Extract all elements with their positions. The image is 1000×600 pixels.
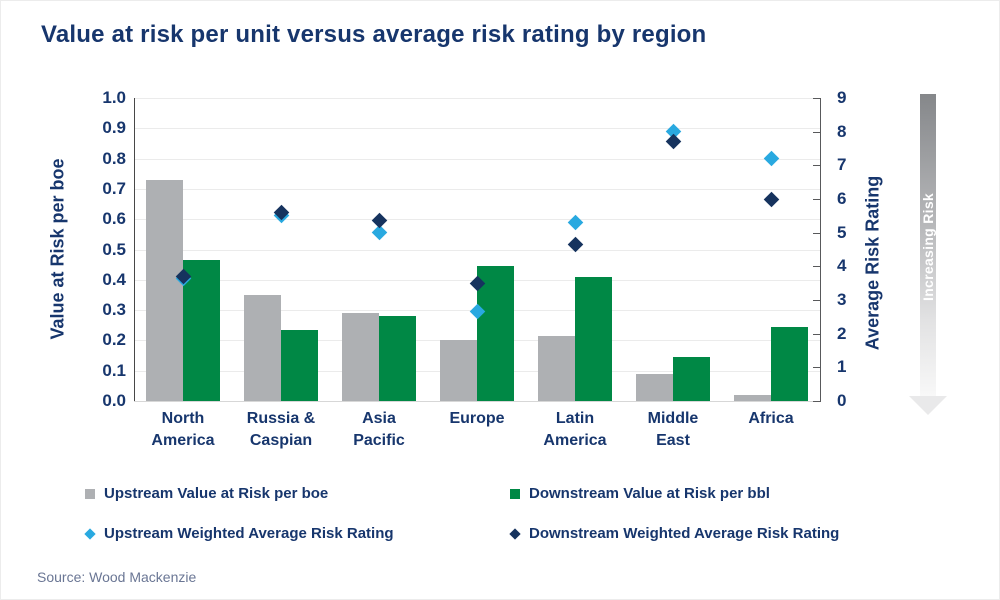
legend-diamond-icon [509, 527, 521, 540]
right-tick-9: 9 [837, 88, 847, 107]
left-tick-0.1: 0.1 [102, 360, 126, 380]
category-label-line: Europe [449, 410, 505, 427]
upstream-bar-0 [146, 179, 183, 401]
downstream-bar-1 [281, 329, 318, 401]
right-axis-title: Average Risk Rating [862, 175, 883, 351]
downstream-bar-4 [575, 276, 612, 401]
left-tick-0.2: 0.2 [102, 330, 126, 350]
right-tickmark-1 [813, 367, 820, 369]
increasing-risk-arrow-label: Increasing Risk [920, 193, 936, 301]
upstream-bar-4 [538, 335, 575, 401]
downstream-rating-marker-5 [665, 133, 681, 150]
right-tickmark-2 [813, 333, 820, 335]
right-tickmark-5 [813, 232, 820, 234]
category-label-line: America [151, 432, 215, 449]
right-tickmark-4 [813, 266, 820, 268]
upstream-bar-5 [636, 373, 673, 401]
left-tick-0.5: 0.5 [102, 239, 126, 259]
legend-square-icon [85, 488, 95, 499]
upstream-bar-2 [342, 313, 379, 401]
downstream-rating-marker-6 [763, 191, 779, 207]
category-label-0: North America [128, 408, 238, 452]
gridline-1.0 [134, 98, 820, 99]
right-tick-6: 6 [837, 189, 847, 208]
upstream-bar-6 [734, 394, 771, 401]
right-tick-5: 5 [837, 222, 847, 242]
right-tickmark-3 [813, 300, 820, 301]
category-label-line: East [656, 432, 690, 449]
plot-area [134, 98, 820, 401]
right-tick-7: 7 [837, 155, 847, 175]
downstream-rating-marker-2 [371, 213, 387, 229]
downstream-bar-5 [673, 357, 710, 401]
legend-item-0: Upstream Value at Risk per boe [85, 485, 328, 502]
upstream-rating-marker-6 [763, 150, 779, 167]
legend-item-1: Downstream Value at Risk per bbl [510, 485, 770, 502]
legend-label-0: Upstream Value at Risk per boe [104, 485, 329, 502]
bottom-axis-line [134, 401, 820, 402]
right-tickmark-8 [813, 131, 820, 133]
legend-diamond-icon [84, 527, 96, 540]
right-tick-3: 3 [837, 290, 847, 309]
left-tick-0.7: 0.7 [102, 178, 126, 198]
legend-label-1: Downstream Value at Risk per bbl [529, 485, 770, 502]
category-label-6: Africa [716, 408, 826, 430]
category-label-2: Asia Pacific [324, 408, 434, 452]
category-label-line: Russia & [246, 410, 316, 427]
downstream-bar-2 [379, 316, 416, 401]
upstream-bar-3 [440, 340, 477, 401]
chart-title: Value at risk per unit versus average ri… [41, 21, 707, 48]
right-tickmark-6 [813, 199, 820, 200]
category-label-line: Latin [555, 410, 595, 427]
category-label-line: America [543, 432, 607, 449]
category-label-line: Asia [362, 410, 396, 427]
right-tickmark-9 [813, 98, 820, 99]
increasing-risk-arrow-head [909, 396, 947, 415]
category-label-line: Pacific [353, 432, 405, 449]
category-label-line: Caspian [249, 432, 313, 449]
category-label-line: North [161, 410, 205, 427]
left-tick-0.6: 0.6 [102, 209, 126, 229]
downstream-bar-6 [771, 326, 808, 401]
right-tick-2: 2 [837, 323, 847, 343]
gridline-0.6 [134, 219, 820, 221]
increasing-risk-arrow-shaft [920, 94, 936, 396]
right-tickmark-7 [813, 165, 820, 167]
left-tick-0.4: 0.4 [102, 269, 126, 289]
downstream-bar-0 [183, 260, 220, 401]
downstream-bar-3 [477, 266, 514, 401]
category-label-3: Europe [422, 408, 532, 430]
gridline-0.8 [134, 158, 820, 160]
right-tick-8: 8 [837, 121, 847, 141]
legend-square-icon [510, 488, 520, 499]
left-tick-1.0: 1.0 [102, 88, 126, 107]
category-label-1: Russia & Caspian [226, 408, 336, 452]
upstream-rating-marker-4 [567, 214, 583, 231]
left-tick-0.3: 0.3 [102, 300, 126, 320]
gridline-0.5 [134, 249, 820, 251]
left-tick-0.9: 0.9 [102, 118, 126, 138]
gridline-0.7 [134, 188, 820, 190]
category-label-line: Middle [647, 410, 699, 427]
legend-item-2: Upstream Weighted Average Risk Rating [84, 525, 394, 542]
legend-label-3: Downstream Weighted Average Risk Rating [529, 525, 840, 542]
gridline-0.9 [134, 128, 820, 130]
upstream-bar-1 [244, 294, 281, 401]
right-axis-line [820, 98, 821, 402]
left-tick-0.0: 0.0 [102, 391, 126, 410]
category-label-5: Middle East [618, 408, 728, 452]
right-tick-1: 1 [837, 357, 847, 377]
left-axis-line [134, 98, 135, 401]
legend-item-3: Downstream Weighted Average Risk Rating [509, 525, 840, 542]
left-axis-title: Value at Risk per boe [47, 158, 68, 340]
legend-label-2: Upstream Weighted Average Risk Rating [104, 525, 394, 542]
right-tick-4: 4 [837, 256, 847, 276]
category-label-line: Africa [748, 410, 794, 427]
right-tickmark-0 [813, 401, 820, 402]
category-label-4: Latin America [520, 408, 630, 452]
left-tick-0.8: 0.8 [102, 148, 126, 168]
right-tick-0: 0 [837, 391, 847, 410]
source-note: Source: Wood Mackenzie [37, 569, 197, 585]
